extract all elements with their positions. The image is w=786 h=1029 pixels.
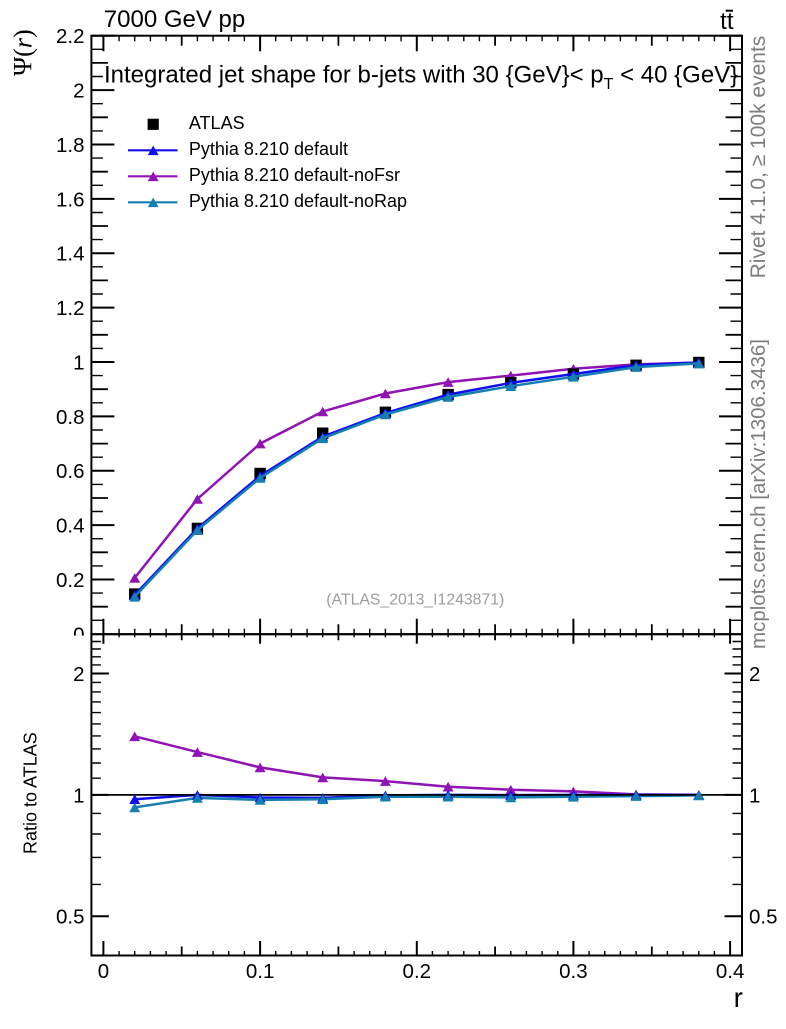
svg-text:1.2: 1.2 xyxy=(56,297,85,320)
svg-text:2.2: 2.2 xyxy=(56,25,85,48)
svg-text:ATLAS: ATLAS xyxy=(189,113,245,133)
svg-text:0.6: 0.6 xyxy=(56,460,85,483)
svg-text:1.8: 1.8 xyxy=(56,134,85,157)
svg-text:Pythia 8.210 default: Pythia 8.210 default xyxy=(189,139,348,159)
svg-text:2: 2 xyxy=(73,80,84,103)
svg-text:0.4: 0.4 xyxy=(716,960,745,983)
svg-text:2: 2 xyxy=(73,663,84,686)
svg-text:0.1: 0.1 xyxy=(246,960,275,983)
svg-text:Ratio to ATLAS: Ratio to ATLAS xyxy=(21,732,41,854)
svg-text:0.4: 0.4 xyxy=(56,515,85,538)
svg-text:Integrated jet shape for b-jet: Integrated jet shape for b-jets with 30 … xyxy=(104,62,738,94)
svg-text:0.2: 0.2 xyxy=(56,569,85,592)
svg-text:0.3: 0.3 xyxy=(559,960,588,983)
svg-text:7000 GeV pp: 7000 GeV pp xyxy=(104,6,245,33)
svg-text:1.6: 1.6 xyxy=(56,188,85,211)
svg-text:0.5: 0.5 xyxy=(56,906,85,929)
svg-text:0: 0 xyxy=(98,960,109,983)
svg-text:Pythia 8.210 default-noFsr: Pythia 8.210 default-noFsr xyxy=(189,165,400,185)
svg-text:0.2: 0.2 xyxy=(403,960,432,983)
svg-text:1: 1 xyxy=(749,784,760,807)
svg-text:1: 1 xyxy=(73,351,84,374)
svg-text:r: r xyxy=(734,982,743,1013)
svg-text:Rivet 4.1.0, ≥ 100k events: Rivet 4.1.0, ≥ 100k events xyxy=(747,36,770,279)
svg-text:Pythia 8.210 default-noRap: Pythia 8.210 default-noRap xyxy=(189,191,407,211)
svg-text:0: 0 xyxy=(73,623,84,646)
svg-text:Ψ(r): Ψ(r) xyxy=(9,29,38,76)
svg-text:0.5: 0.5 xyxy=(749,906,778,929)
svg-text:tt: tt xyxy=(720,8,734,35)
svg-text:1.4: 1.4 xyxy=(56,243,85,266)
svg-text:1: 1 xyxy=(73,784,84,807)
svg-text:mcplots.cern.ch [arXiv:1306.34: mcplots.cern.ch [arXiv:1306.3436] xyxy=(747,339,770,649)
svg-text:2: 2 xyxy=(749,663,760,686)
svg-text:(ATLAS_2013_I1243871): (ATLAS_2013_I1243871) xyxy=(326,591,504,608)
svg-text:0.8: 0.8 xyxy=(56,406,85,429)
